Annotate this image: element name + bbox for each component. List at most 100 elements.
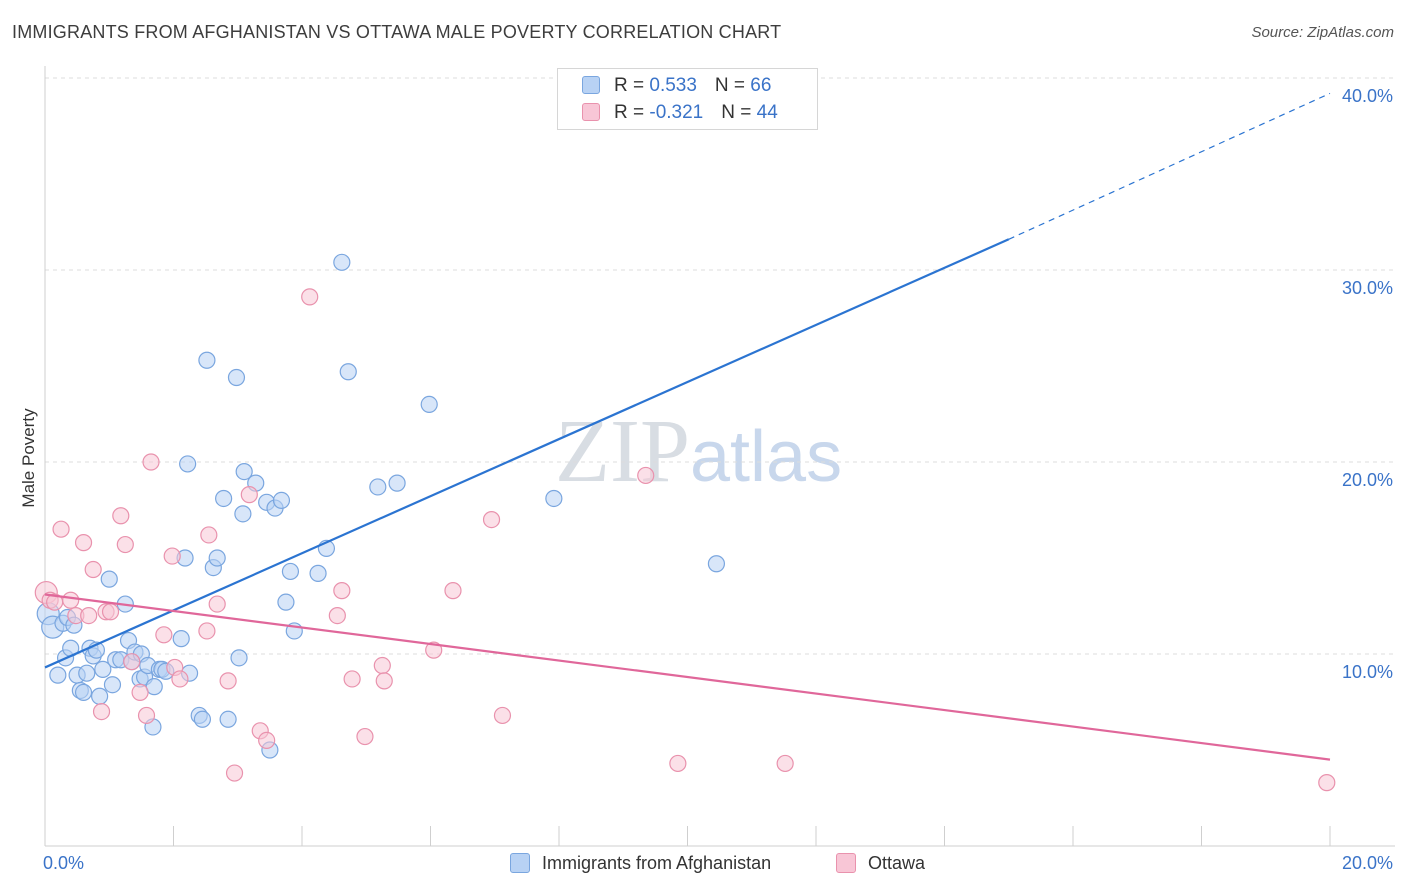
ottawa-point (356, 727, 374, 746)
ottawa-point (112, 507, 130, 525)
afghanistan-point (103, 676, 122, 694)
correlation-legend: R = 0.533 N = 66 R = -0.321 N = 44 (557, 68, 818, 130)
legend-label: Immigrants from Afghanistan (542, 853, 772, 873)
afghanistan-point (272, 491, 291, 509)
r-label: R = (614, 75, 650, 96)
afghanistan-point (388, 474, 406, 492)
x-tick-label: 20.0% (1342, 853, 1393, 873)
afghanistan-point (234, 505, 252, 523)
afghanistan-point (369, 478, 387, 496)
y-tick-label: 10.0% (1342, 662, 1393, 682)
pink-swatch-icon (836, 853, 856, 873)
afghanistan-trendline (44, 238, 1010, 669)
ottawa-point (80, 606, 98, 625)
afghanistan-point (208, 549, 226, 567)
ottawa-point (142, 453, 160, 471)
ottawa-point (101, 603, 120, 621)
ottawa-point (240, 486, 258, 504)
legend-row-ottawa: R = -0.321 N = 44 (582, 102, 778, 126)
n-label: N = (714, 75, 751, 96)
afghanistan-point (219, 710, 237, 728)
y-tick-label: 20.0% (1342, 470, 1393, 490)
ottawa-point (200, 526, 218, 544)
ottawa-point (373, 656, 391, 675)
n-label: N = (721, 102, 757, 123)
ottawa-point (1318, 774, 1336, 792)
ottawa-point (155, 626, 173, 644)
y-tick-label: 30.0% (1342, 278, 1393, 298)
afghanistan-point (74, 683, 93, 702)
watermark-zip: ZIP (555, 402, 690, 501)
ottawa-point (198, 622, 216, 640)
afghanistan-point (94, 660, 112, 678)
r-value: 0.533 (649, 75, 697, 96)
afghanistan-point (281, 562, 300, 581)
ottawa-point (669, 754, 687, 773)
ottawa-trendline (44, 593, 1331, 761)
legend-item-ottawa: Ottawa (836, 853, 925, 874)
ottawa-point (62, 591, 80, 609)
ottawa-point (375, 672, 393, 690)
ottawa-point (301, 288, 319, 306)
afghanistan-point (91, 687, 109, 705)
ottawa-point (74, 534, 93, 552)
afghanistan-point (309, 564, 327, 582)
ottawa-point (444, 582, 462, 600)
pink-swatch-icon (582, 103, 600, 121)
ottawa-point (208, 595, 226, 613)
ottawa-point (219, 672, 237, 690)
r-value: -0.321 (649, 102, 704, 123)
watermark: ZIPatlas (555, 400, 842, 503)
ottawa-point (343, 670, 361, 688)
ottawa-point (328, 606, 346, 625)
afghanistan-point (100, 570, 118, 588)
afghanistan-point (49, 666, 67, 684)
afghanistan-point (277, 593, 295, 611)
series-legend: Immigrants from Afghanistan Ottawa (0, 851, 1406, 879)
ottawa-point (482, 510, 501, 529)
ottawa-point (333, 582, 351, 600)
legend-row-afghanistan: R = 0.533 N = 66 (582, 75, 771, 99)
afghanistan-point (227, 368, 246, 387)
n-value: 44 (756, 102, 778, 123)
y-tick-label: 40.0% (1342, 86, 1393, 106)
afghanistan-point (78, 664, 96, 682)
afghanistan-point (172, 630, 190, 648)
ottawa-point (137, 706, 156, 725)
afghanistan-point (339, 363, 357, 381)
afghanistan-point (707, 555, 726, 573)
watermark-atlas: atlas (690, 417, 843, 497)
r-label: R = (614, 102, 650, 123)
afghanistan-point (179, 455, 197, 473)
y-axis-label: Male Poverty (19, 408, 38, 508)
afghanistan-trendline-extension (1008, 92, 1331, 240)
ottawa-point (258, 731, 276, 750)
afghanistan-point (215, 489, 233, 508)
blue-swatch-icon (582, 76, 600, 94)
afghanistan-point (420, 395, 438, 413)
ottawa-point (84, 560, 102, 579)
afghanistan-point (333, 253, 351, 271)
legend-label: Ottawa (868, 853, 926, 873)
legend-item-afghanistan: Immigrants from Afghanistan (510, 853, 771, 874)
afghanistan-point (230, 649, 248, 667)
blue-swatch-icon (510, 853, 530, 873)
ottawa-point (52, 520, 70, 538)
ottawa-point (776, 754, 794, 773)
ottawa-point (163, 547, 181, 565)
afghanistan-point (193, 710, 212, 728)
ottawa-point (225, 764, 244, 782)
x-tick-label: 0.0% (43, 853, 84, 873)
chart-title: IMMIGRANTS FROM AFGHANISTAN VS OTTAWA MA… (12, 22, 782, 42)
ottawa-point (171, 670, 189, 688)
ottawa-point (425, 641, 443, 659)
ottawa-point (637, 466, 655, 485)
n-value: 66 (750, 75, 772, 96)
ottawa-point (493, 706, 512, 725)
ottawa-point (123, 653, 141, 671)
afghanistan-point (198, 351, 216, 369)
ottawa-point (92, 702, 111, 721)
ottawa-point (116, 535, 134, 554)
ottawa-point (131, 683, 149, 702)
